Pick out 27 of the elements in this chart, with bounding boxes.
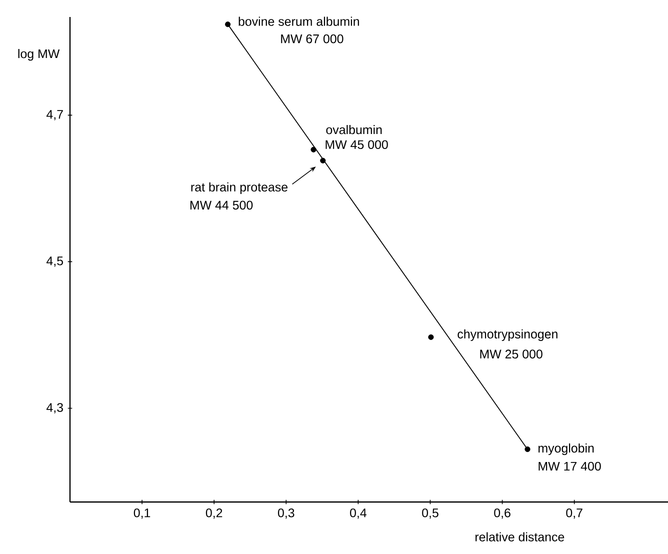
x-tick-label: 0,7 [566,508,582,519]
point [320,158,326,164]
x-tick-label: 0,2 [206,508,222,519]
x-tick-label: 0,5 [422,508,438,519]
point [224,22,231,28]
annotation: rat brain protease [191,182,288,194]
x-axis-title: relative distance [476,532,564,542]
y-tick-label: 4,5 [46,256,64,267]
y-axis-title: log MW [18,49,60,61]
annotation: myoglobin [538,443,594,456]
annotation: MW 25 000 [480,350,542,358]
x-tick-label: 0,4 [350,508,366,519]
point [310,146,316,152]
annotation: MW 45 000 [326,140,388,150]
annotation: MW 67 000 [281,34,344,44]
annotation: bovine serum albumin [238,16,359,26]
x-tick-label: 0,6 [494,508,510,519]
y-tick-label: 4,3 [46,403,63,414]
annotation: MW 44 500 [190,200,253,210]
y-tick-label: 4,7 [46,110,63,120]
point [524,446,530,452]
annotation: chymotrypsinogen [458,329,558,341]
annotation: ovalbumin [326,125,382,134]
x-tick-label: 0,3 [278,508,294,519]
annotation: MW 17 400 [538,462,601,471]
x-tick-label: 0,1 [134,508,150,519]
point [428,334,434,340]
